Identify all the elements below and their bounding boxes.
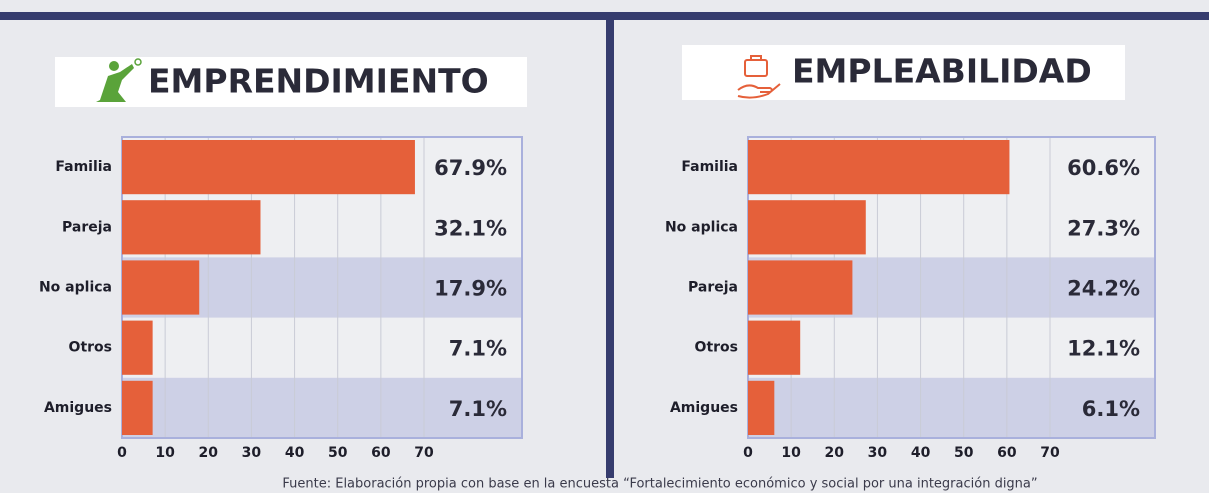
chart-title: EMPLEABILIDAD: [792, 52, 1092, 91]
entrepreneur-icon: [96, 58, 142, 102]
x-tick-label: 20: [199, 445, 219, 461]
value-label: 7.1%: [449, 337, 507, 361]
source-note: Fuente: Elaboración propia con base en l…: [282, 477, 1037, 492]
title-box: [55, 57, 527, 107]
value-label: 32.1%: [434, 216, 507, 240]
x-tick-label: 20: [825, 445, 845, 461]
x-tick-label: 10: [155, 445, 175, 461]
bar: [748, 380, 775, 435]
x-tick-label: 70: [414, 445, 434, 461]
title-box: [682, 45, 1125, 100]
bar: [122, 140, 415, 195]
bar: [748, 260, 853, 315]
top-band: [0, 12, 1209, 20]
bar: [122, 380, 153, 435]
x-tick-label: 70: [1040, 445, 1060, 461]
category-label: Otros: [695, 340, 738, 356]
value-label: 27.3%: [1067, 216, 1140, 240]
x-tick-label: 40: [285, 445, 305, 461]
bar: [748, 320, 801, 375]
x-tick-label: 40: [911, 445, 931, 461]
x-tick-label: 30: [242, 445, 262, 461]
divider: [606, 12, 614, 478]
row-band: [748, 377, 1155, 438]
x-tick-label: 50: [954, 445, 974, 461]
value-label: 12.1%: [1067, 337, 1140, 361]
value-label: 60.6%: [1067, 156, 1140, 180]
x-tick-label: 0: [117, 445, 127, 461]
category-label: Pareja: [62, 219, 112, 235]
x-tick-label: 60: [371, 445, 391, 461]
bar: [122, 320, 153, 375]
bar: [122, 200, 261, 255]
x-tick-label: 50: [328, 445, 348, 461]
category-label: Amigues: [670, 400, 738, 416]
row-band: [122, 377, 522, 438]
value-label: 17.9%: [434, 277, 507, 301]
category-label: No aplica: [39, 280, 112, 296]
category-label: Pareja: [688, 280, 738, 296]
category-label: Familia: [681, 159, 738, 175]
x-tick-label: 0: [743, 445, 753, 461]
x-tick-label: 10: [781, 445, 801, 461]
x-tick-label: 60: [997, 445, 1017, 461]
value-label: 6.1%: [1082, 397, 1140, 421]
bar: [122, 260, 200, 315]
value-label: 67.9%: [434, 156, 507, 180]
bar: [748, 140, 1010, 195]
category-label: Otros: [69, 340, 112, 356]
category-label: No aplica: [665, 219, 738, 235]
category-label: Amigues: [44, 400, 112, 416]
bar: [748, 200, 866, 255]
category-label: Familia: [55, 159, 112, 175]
x-tick-label: 30: [868, 445, 888, 461]
value-label: 7.1%: [449, 397, 507, 421]
employment-icon: [737, 55, 781, 99]
chart-title: EMPRENDIMIENTO: [148, 62, 489, 101]
value-label: 24.2%: [1067, 277, 1140, 301]
